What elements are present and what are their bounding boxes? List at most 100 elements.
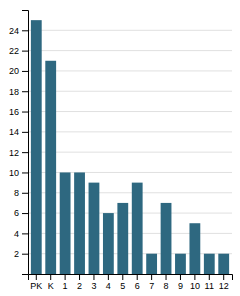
grid-line bbox=[28, 152, 232, 153]
x-tick: PK bbox=[30, 274, 42, 291]
y-tick: 8 bbox=[14, 188, 28, 198]
x-tick-mark bbox=[93, 274, 94, 280]
x-tick-label: 7 bbox=[149, 281, 154, 291]
bar bbox=[74, 172, 85, 274]
x-tick-mark bbox=[122, 274, 123, 280]
y-tick-mark bbox=[22, 213, 28, 214]
x-tick: 10 bbox=[190, 274, 200, 291]
x-tick: 1 bbox=[63, 274, 68, 291]
grid-line bbox=[28, 50, 232, 51]
x-tick: K bbox=[48, 274, 54, 291]
y-tick-label: 22 bbox=[9, 46, 19, 56]
x-tick-label: 10 bbox=[190, 281, 200, 291]
x-tick-label: 9 bbox=[178, 281, 183, 291]
y-tick-label: 10 bbox=[9, 168, 19, 178]
x-tick-label: K bbox=[48, 281, 54, 291]
grid-line bbox=[28, 172, 232, 173]
bar bbox=[31, 20, 42, 274]
y-axis: 24681012141618202224 bbox=[9, 11, 29, 275]
x-tick-label: 4 bbox=[106, 281, 111, 291]
y-tick-label: 20 bbox=[9, 66, 19, 76]
bar bbox=[117, 203, 128, 274]
grid-line bbox=[28, 192, 232, 193]
grid-line bbox=[28, 30, 232, 31]
y-tick: 6 bbox=[14, 208, 28, 218]
x-tick-mark bbox=[166, 274, 167, 280]
y-tick-mark bbox=[22, 112, 28, 113]
grid bbox=[28, 30, 232, 253]
y-tick: 4 bbox=[14, 229, 28, 239]
x-tick-mark bbox=[137, 274, 138, 280]
y-tick: 22 bbox=[9, 46, 28, 56]
bar bbox=[146, 254, 157, 274]
x-tick: 3 bbox=[91, 274, 96, 291]
grid-line bbox=[28, 91, 232, 92]
x-axis-line bbox=[29, 275, 233, 281]
grid-line bbox=[28, 111, 232, 112]
bar bbox=[132, 183, 143, 274]
y-tick: 18 bbox=[9, 87, 28, 97]
y-tick: 10 bbox=[9, 168, 28, 178]
bar bbox=[218, 254, 229, 274]
x-tick: 7 bbox=[149, 274, 154, 291]
x-tick-label: 1 bbox=[63, 281, 68, 291]
x-tick-mark bbox=[151, 274, 152, 280]
x-tick-label: 3 bbox=[91, 281, 96, 291]
x-tick-label: 2 bbox=[77, 281, 82, 291]
y-tick-label: 24 bbox=[9, 26, 19, 36]
y-tick: 12 bbox=[9, 148, 28, 158]
y-tick: 2 bbox=[14, 249, 28, 259]
x-tick: 5 bbox=[120, 274, 125, 291]
bar bbox=[189, 223, 200, 274]
y-tick-label: 16 bbox=[9, 107, 19, 117]
x-tick-label: 11 bbox=[205, 281, 214, 291]
bar bbox=[45, 61, 56, 274]
grid-line bbox=[28, 233, 232, 234]
bar bbox=[60, 172, 71, 274]
x-tick: 4 bbox=[106, 274, 111, 291]
y-tick-label: 6 bbox=[14, 208, 19, 218]
x-tick-label: 12 bbox=[219, 281, 229, 291]
x-tick-mark bbox=[36, 274, 37, 280]
x-tick-label: 5 bbox=[120, 281, 125, 291]
y-tick-mark bbox=[22, 51, 28, 52]
y-tick-label: 18 bbox=[9, 87, 19, 97]
x-tick: 8 bbox=[164, 274, 169, 291]
y-axis-line bbox=[22, 11, 29, 275]
bar bbox=[204, 254, 215, 274]
chart: 24681012141618202224PKK123456789101112 bbox=[0, 0, 240, 296]
x-tick-mark bbox=[108, 274, 109, 280]
y-tick-label: 4 bbox=[14, 229, 19, 239]
y-tick-mark bbox=[22, 71, 28, 72]
y-tick-label: 2 bbox=[14, 249, 19, 259]
x-tick-mark bbox=[194, 274, 195, 280]
x-tick-mark bbox=[180, 274, 181, 280]
bar bbox=[89, 183, 100, 274]
y-tick: 14 bbox=[9, 127, 28, 137]
x-tick-mark bbox=[209, 274, 210, 280]
x-tick-label: 6 bbox=[135, 281, 140, 291]
grid-line bbox=[28, 70, 232, 71]
y-tick: 16 bbox=[9, 107, 28, 117]
y-tick: 24 bbox=[9, 26, 28, 36]
x-tick-label: PK bbox=[30, 281, 42, 291]
y-tick-mark bbox=[22, 30, 28, 31]
plot: 24681012141618202224PKK123456789101112 bbox=[9, 11, 233, 292]
y-tick-label: 12 bbox=[9, 148, 19, 158]
x-tick-mark bbox=[223, 274, 224, 280]
bar bbox=[103, 213, 114, 274]
y-tick-label: 14 bbox=[9, 127, 19, 137]
y-tick-mark bbox=[22, 172, 28, 173]
y-tick-mark bbox=[22, 233, 28, 234]
grid-line bbox=[28, 253, 232, 254]
x-tick: 6 bbox=[135, 274, 140, 291]
y-tick-mark bbox=[22, 132, 28, 133]
grid-line bbox=[28, 131, 232, 132]
x-tick-label: 8 bbox=[164, 281, 169, 291]
x-tick-mark bbox=[79, 274, 80, 280]
x-tick: 12 bbox=[219, 274, 229, 291]
y-tick-mark bbox=[22, 193, 28, 194]
bars bbox=[31, 20, 229, 274]
grid-line bbox=[28, 213, 232, 214]
x-tick: 2 bbox=[77, 274, 82, 291]
